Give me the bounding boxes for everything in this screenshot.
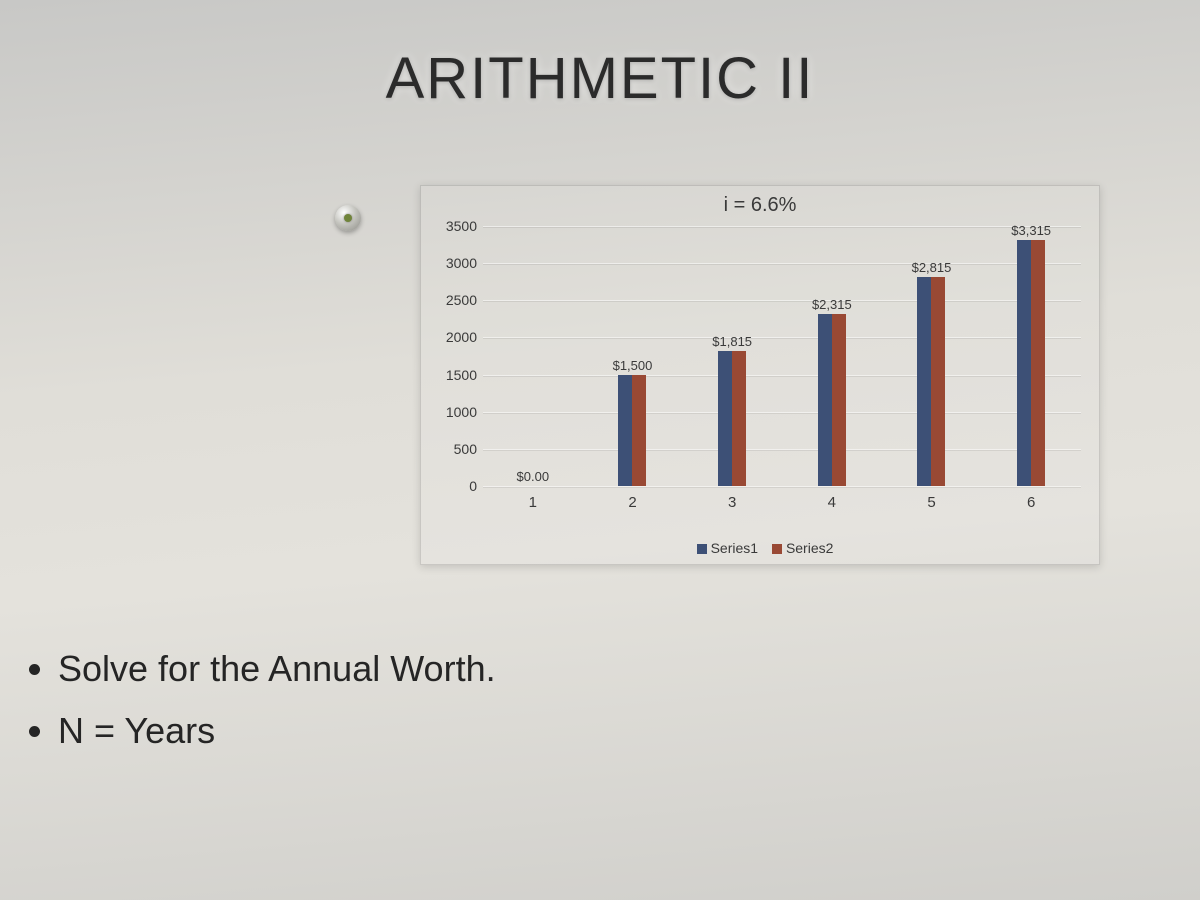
bullet-list: Solve for the Annual Worth. N = Years xyxy=(30,640,496,763)
bar-value-label: $0.00 xyxy=(517,469,550,484)
bar xyxy=(917,277,931,486)
chart-plot-area: 0500100015002000250030003500 $0.001$1,50… xyxy=(483,226,1081,486)
x-tick-label: 6 xyxy=(1027,494,1035,511)
gridline xyxy=(483,486,1081,487)
bar xyxy=(732,351,746,486)
bar-group: $2,3154 xyxy=(782,226,882,486)
bar xyxy=(832,314,846,486)
bar-group: $1,8153 xyxy=(682,226,782,486)
legend-swatch-series1 xyxy=(697,544,707,554)
bar-value-label: $1,500 xyxy=(613,358,653,373)
bar-pair xyxy=(981,226,1081,486)
y-tick-label: 3000 xyxy=(446,255,477,271)
legend-label-series1: Series1 xyxy=(711,540,758,556)
bullet-item: N = Years xyxy=(58,702,496,760)
y-tick-label: 2000 xyxy=(446,329,477,345)
x-tick-label: 4 xyxy=(828,494,836,511)
bar-pair xyxy=(483,226,583,486)
bar-pair xyxy=(782,226,882,486)
bar xyxy=(632,375,646,486)
bar-pair xyxy=(583,226,683,486)
bar-pair xyxy=(682,226,782,486)
bar xyxy=(618,375,632,486)
bar-group: $1,5002 xyxy=(583,226,683,486)
bar-group: $3,3156 xyxy=(981,226,1081,486)
bullet-item: Solve for the Annual Worth. xyxy=(58,640,496,698)
chart-legend: Series1 Series2 xyxy=(421,540,1099,556)
bar-value-label: $3,315 xyxy=(1011,223,1051,238)
chart-container: i = 6.6% 0500100015002000250030003500 $0… xyxy=(420,185,1100,565)
bar-group: $0.001 xyxy=(483,226,583,486)
y-tick-label: 2500 xyxy=(446,292,477,308)
bar xyxy=(718,351,732,486)
y-tick-label: 1000 xyxy=(446,404,477,420)
bar xyxy=(1017,240,1031,486)
decorative-orb xyxy=(335,205,361,231)
legend-swatch-series2 xyxy=(772,544,782,554)
slide-title: ARITHMETIC II xyxy=(0,45,1200,112)
slide: ARITHMETIC II i = 6.6% 05001000150020002… xyxy=(0,0,1200,900)
bar xyxy=(931,277,945,486)
legend-label-series2: Series2 xyxy=(786,540,833,556)
bar xyxy=(818,314,832,486)
chart-title: i = 6.6% xyxy=(421,194,1099,217)
bar-group: $2,8155 xyxy=(882,226,982,486)
x-tick-label: 3 xyxy=(728,494,736,511)
bar-value-label: $1,815 xyxy=(712,334,752,349)
bar-value-label: $2,315 xyxy=(812,297,852,312)
y-tick-label: 3500 xyxy=(446,218,477,234)
y-tick-label: 500 xyxy=(454,441,477,457)
x-tick-label: 5 xyxy=(927,494,935,511)
bar xyxy=(1031,240,1045,486)
x-tick-label: 1 xyxy=(529,494,537,511)
bar-value-label: $2,815 xyxy=(912,260,952,275)
chart-bars: $0.001$1,5002$1,8153$2,3154$2,8155$3,315… xyxy=(483,226,1081,486)
y-tick-label: 1500 xyxy=(446,367,477,383)
x-tick-label: 2 xyxy=(628,494,636,511)
y-tick-label: 0 xyxy=(469,478,477,494)
